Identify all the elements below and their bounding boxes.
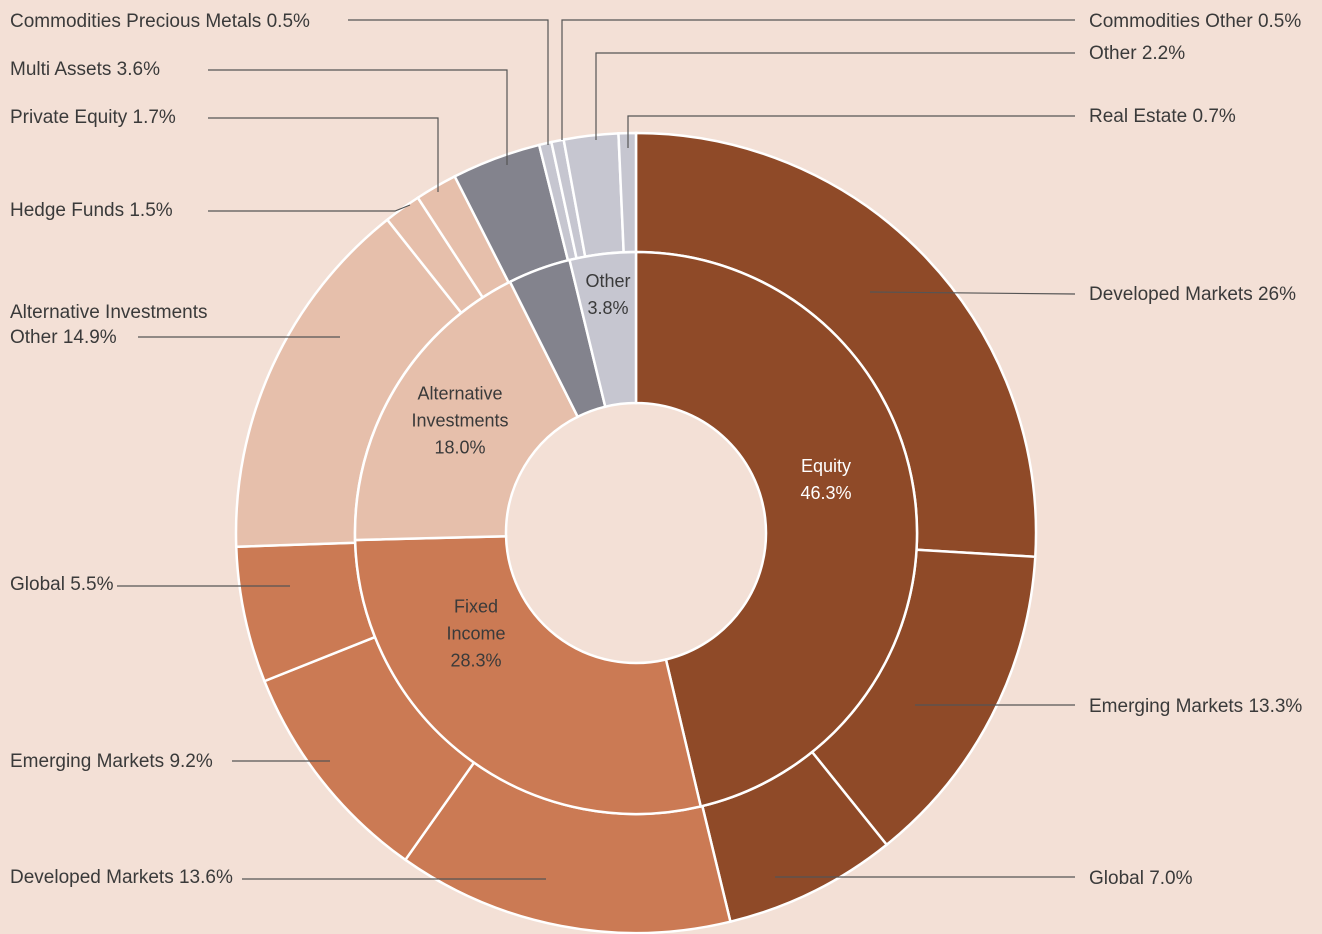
leader-line <box>348 19 549 145</box>
inner-segment <box>568 250 638 409</box>
outer-label: Emerging Markets 9.2% <box>10 749 213 774</box>
segment-name: Commodities Other <box>1089 11 1253 32</box>
value-label: 0.7% <box>1192 106 1236 127</box>
segment-name: Alternative Investments <box>411 383 509 431</box>
value-label: 18.0% <box>434 437 486 458</box>
inner-segment <box>353 534 703 816</box>
leader-line <box>208 117 439 192</box>
value-label: 1.5% <box>129 200 173 221</box>
value-label: 5.5% <box>70 574 114 595</box>
value-label: 28.3% <box>450 650 502 671</box>
outer-label: Real Estate 0.7% <box>1089 104 1236 129</box>
outer-label: Commodities Other 0.5% <box>1089 9 1301 34</box>
segment-name: Global <box>10 574 65 595</box>
leader-line <box>561 19 1075 140</box>
segment-name: Hedge Funds <box>10 200 125 221</box>
value-label: 3.6% <box>116 59 160 80</box>
value-label: 2.2% <box>1141 43 1186 64</box>
value-label: 3.8% <box>587 298 629 318</box>
outer-label: Other 2.2% <box>1089 41 1185 66</box>
segment-name: Emerging Markets <box>10 751 165 772</box>
value-label: 13.3% <box>1248 696 1303 717</box>
segment-name: Alternative Investments Other <box>10 302 208 348</box>
value-label: 0.5% <box>1257 11 1302 32</box>
segment-name: Other <box>1089 43 1137 64</box>
outer-label: Global 5.5% <box>10 572 114 597</box>
segment-name: Equity <box>800 456 852 476</box>
inner-segment <box>353 280 580 542</box>
outer-label: Private Equity 1.7% <box>10 105 176 130</box>
outer-label: Alternative Investments Other 14.9% <box>10 300 225 350</box>
outer-label: Commodities Precious Metals 0.5% <box>10 9 310 34</box>
inner-label: Equity 46.3% <box>776 453 876 507</box>
value-label: 26% <box>1257 284 1297 305</box>
segment-name: Multi Assets <box>10 59 112 80</box>
segment-name: Global <box>1089 868 1144 889</box>
value-label: 1.7% <box>132 107 176 128</box>
segment-name: Other <box>585 271 631 291</box>
leader-line <box>208 69 508 165</box>
outer-label: Developed Markets 26% <box>1089 282 1296 307</box>
segment-name: Emerging Markets <box>1089 696 1244 717</box>
inner-segment <box>634 250 919 808</box>
outer-label: Developed Markets 13.6% <box>10 865 233 890</box>
segment-name: Developed Markets <box>10 867 174 888</box>
leader-line <box>627 115 1075 148</box>
inner-label: Fixed Income 28.3% <box>441 594 511 675</box>
value-label: 14.9% <box>62 327 117 348</box>
leader-line <box>869 291 1076 295</box>
value-label: 9.2% <box>169 751 213 772</box>
value-label: 0.5% <box>266 11 310 32</box>
outer-label: Global 7.0% <box>1089 866 1193 891</box>
segment-name: Developed Markets <box>1089 284 1253 305</box>
segment-name: Private Equity <box>10 107 128 128</box>
inner-label: Other 3.8% <box>578 268 638 322</box>
leader-line <box>208 204 411 212</box>
value-label: 46.3% <box>800 483 852 503</box>
segment-name: Commodities Precious Metals <box>10 11 262 32</box>
outer-label: Multi Assets 3.6% <box>10 57 160 82</box>
segment-name: Real Estate <box>1089 106 1188 127</box>
outer-label: Emerging Markets 13.3% <box>1089 694 1302 719</box>
value-label: 7.0% <box>1149 868 1193 889</box>
segment-name: Fixed Income <box>446 596 506 644</box>
inner-label: Alternative Investments 18.0% <box>405 381 515 462</box>
leader-line <box>595 52 1075 140</box>
value-label: 13.6% <box>178 867 233 888</box>
outer-label: Hedge Funds 1.5% <box>10 198 173 223</box>
